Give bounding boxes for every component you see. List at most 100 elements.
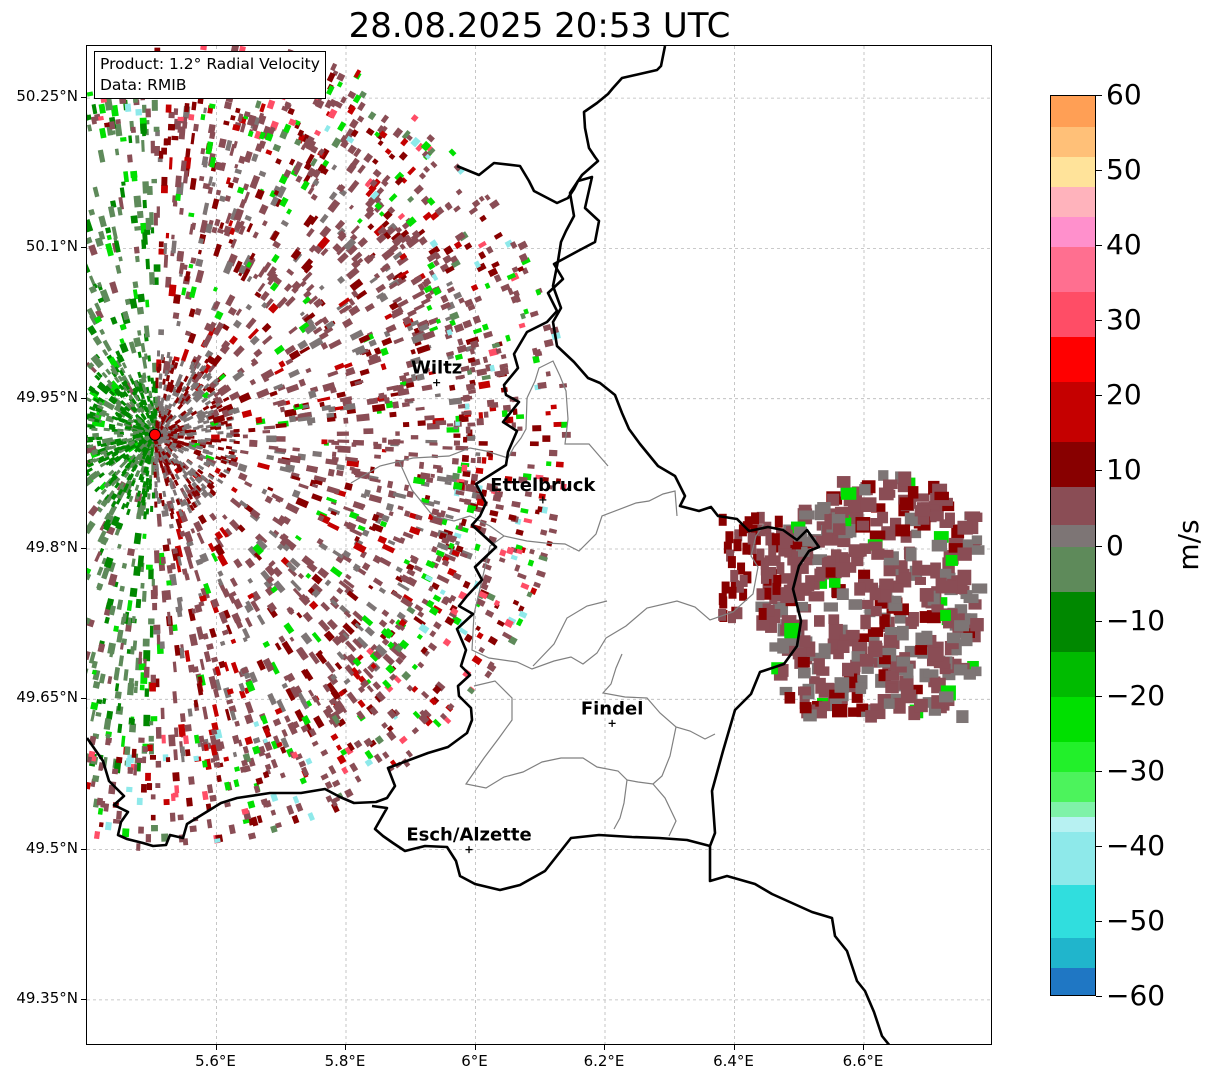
echo-cell bbox=[380, 347, 389, 357]
echo-cell bbox=[184, 573, 190, 581]
place-wiltz[interactable]: Wiltz bbox=[411, 358, 462, 387]
echo-cell bbox=[897, 482, 912, 493]
echo-cell bbox=[364, 302, 375, 313]
echo-cell bbox=[128, 440, 136, 446]
echo-cell bbox=[476, 498, 485, 507]
echo-cell bbox=[139, 684, 145, 691]
echo-cell bbox=[214, 218, 221, 227]
echo-cell bbox=[429, 630, 437, 638]
echo-cell bbox=[751, 512, 760, 525]
echo-cell bbox=[363, 428, 374, 435]
echo-cell bbox=[172, 792, 179, 798]
echo-cell bbox=[425, 439, 438, 444]
echo-cell bbox=[356, 567, 367, 576]
echo-cell bbox=[945, 554, 958, 566]
echo-cell bbox=[96, 382, 110, 395]
echo-cell bbox=[130, 215, 138, 224]
echo-cell bbox=[542, 324, 552, 332]
echo-cell bbox=[859, 653, 874, 667]
echo-cell bbox=[313, 475, 327, 483]
echo-cell bbox=[248, 427, 256, 433]
echo-cell bbox=[142, 372, 147, 379]
echo-cell bbox=[387, 539, 396, 546]
echo-cell bbox=[119, 323, 127, 331]
echo-cell bbox=[305, 700, 313, 708]
echo-cell bbox=[117, 428, 124, 433]
echo-cell bbox=[237, 524, 246, 533]
echo-cell bbox=[353, 541, 367, 554]
echo-cell bbox=[155, 377, 159, 384]
echo-cell bbox=[398, 735, 408, 745]
latitude-label: 50.25°N bbox=[16, 87, 78, 106]
echo-cell bbox=[123, 405, 131, 412]
echo-cell bbox=[160, 185, 168, 194]
echo-cell bbox=[143, 666, 150, 678]
echo-cell bbox=[896, 625, 909, 641]
echo-cell bbox=[223, 468, 230, 475]
echo-cell bbox=[88, 406, 96, 412]
echo-cell bbox=[803, 553, 814, 566]
echo-cell bbox=[113, 240, 121, 253]
echo-cell bbox=[308, 244, 317, 253]
echo-cell bbox=[413, 303, 425, 312]
echo-cell bbox=[325, 320, 335, 330]
echo-cell bbox=[118, 655, 124, 667]
echo-cell bbox=[175, 443, 183, 449]
echo-cell bbox=[337, 633, 348, 644]
colorbar-segment bbox=[1051, 381, 1095, 442]
echo-cell bbox=[879, 655, 891, 665]
place-esch-alzette[interactable]: Esch/Alzette bbox=[406, 825, 532, 854]
echo-cell bbox=[347, 144, 357, 155]
echo-cell bbox=[221, 629, 229, 636]
echo-cell bbox=[344, 788, 354, 798]
echo-cell bbox=[384, 446, 394, 452]
colorbar-tick bbox=[1096, 95, 1102, 96]
place-findel[interactable]: Findel bbox=[581, 698, 644, 727]
place-ettelbruck[interactable]: Ettelbruck bbox=[490, 475, 596, 504]
echo-cell bbox=[330, 598, 338, 607]
echo-cell bbox=[288, 369, 300, 379]
echo-cell bbox=[422, 211, 433, 221]
echo-cell bbox=[285, 383, 300, 394]
echo-cell bbox=[303, 290, 312, 299]
longitude-label: 6.4°E bbox=[713, 1052, 754, 1070]
echo-cell bbox=[114, 527, 121, 536]
echo-cell bbox=[484, 282, 491, 290]
echo-cell bbox=[730, 569, 739, 582]
echo-cell bbox=[756, 548, 765, 561]
canton-boundary-line bbox=[398, 460, 471, 522]
echo-cell bbox=[434, 206, 445, 216]
echo-cell bbox=[367, 111, 377, 121]
echo-cell bbox=[254, 291, 262, 299]
echo-cell bbox=[151, 492, 155, 499]
echo-cell bbox=[127, 548, 135, 557]
echo-cell bbox=[88, 505, 99, 517]
echo-cell bbox=[133, 419, 141, 425]
echo-cell bbox=[298, 378, 306, 387]
echo-cell bbox=[161, 467, 166, 475]
echo-cell bbox=[300, 698, 310, 710]
echo-cell bbox=[312, 168, 322, 179]
echo-cell bbox=[342, 622, 355, 636]
echo-cell bbox=[279, 746, 287, 754]
echo-cell bbox=[213, 243, 222, 257]
echo-cell bbox=[426, 599, 435, 609]
echo-cell bbox=[233, 428, 240, 433]
echo-cell bbox=[316, 537, 324, 546]
canton-boundary-line bbox=[469, 490, 678, 552]
echo-cell bbox=[760, 557, 769, 570]
echo-cell bbox=[279, 772, 286, 779]
radar-map[interactable]: Wiltz Ettelbruck Findel Esch/Alzette bbox=[86, 45, 992, 1045]
echo-cell bbox=[91, 669, 97, 675]
echo-cell bbox=[170, 496, 176, 504]
canton-boundary-line bbox=[626, 726, 677, 785]
echo-cell bbox=[166, 418, 173, 425]
echo-cell bbox=[874, 597, 888, 609]
colorbar-tick-label: 30 bbox=[1106, 303, 1142, 337]
echo-cell bbox=[97, 396, 105, 403]
echo-cell bbox=[382, 437, 387, 443]
echo-cell bbox=[436, 574, 450, 584]
echo-cell bbox=[502, 404, 512, 413]
echo-cell bbox=[135, 757, 143, 763]
echo-cell bbox=[270, 230, 280, 242]
